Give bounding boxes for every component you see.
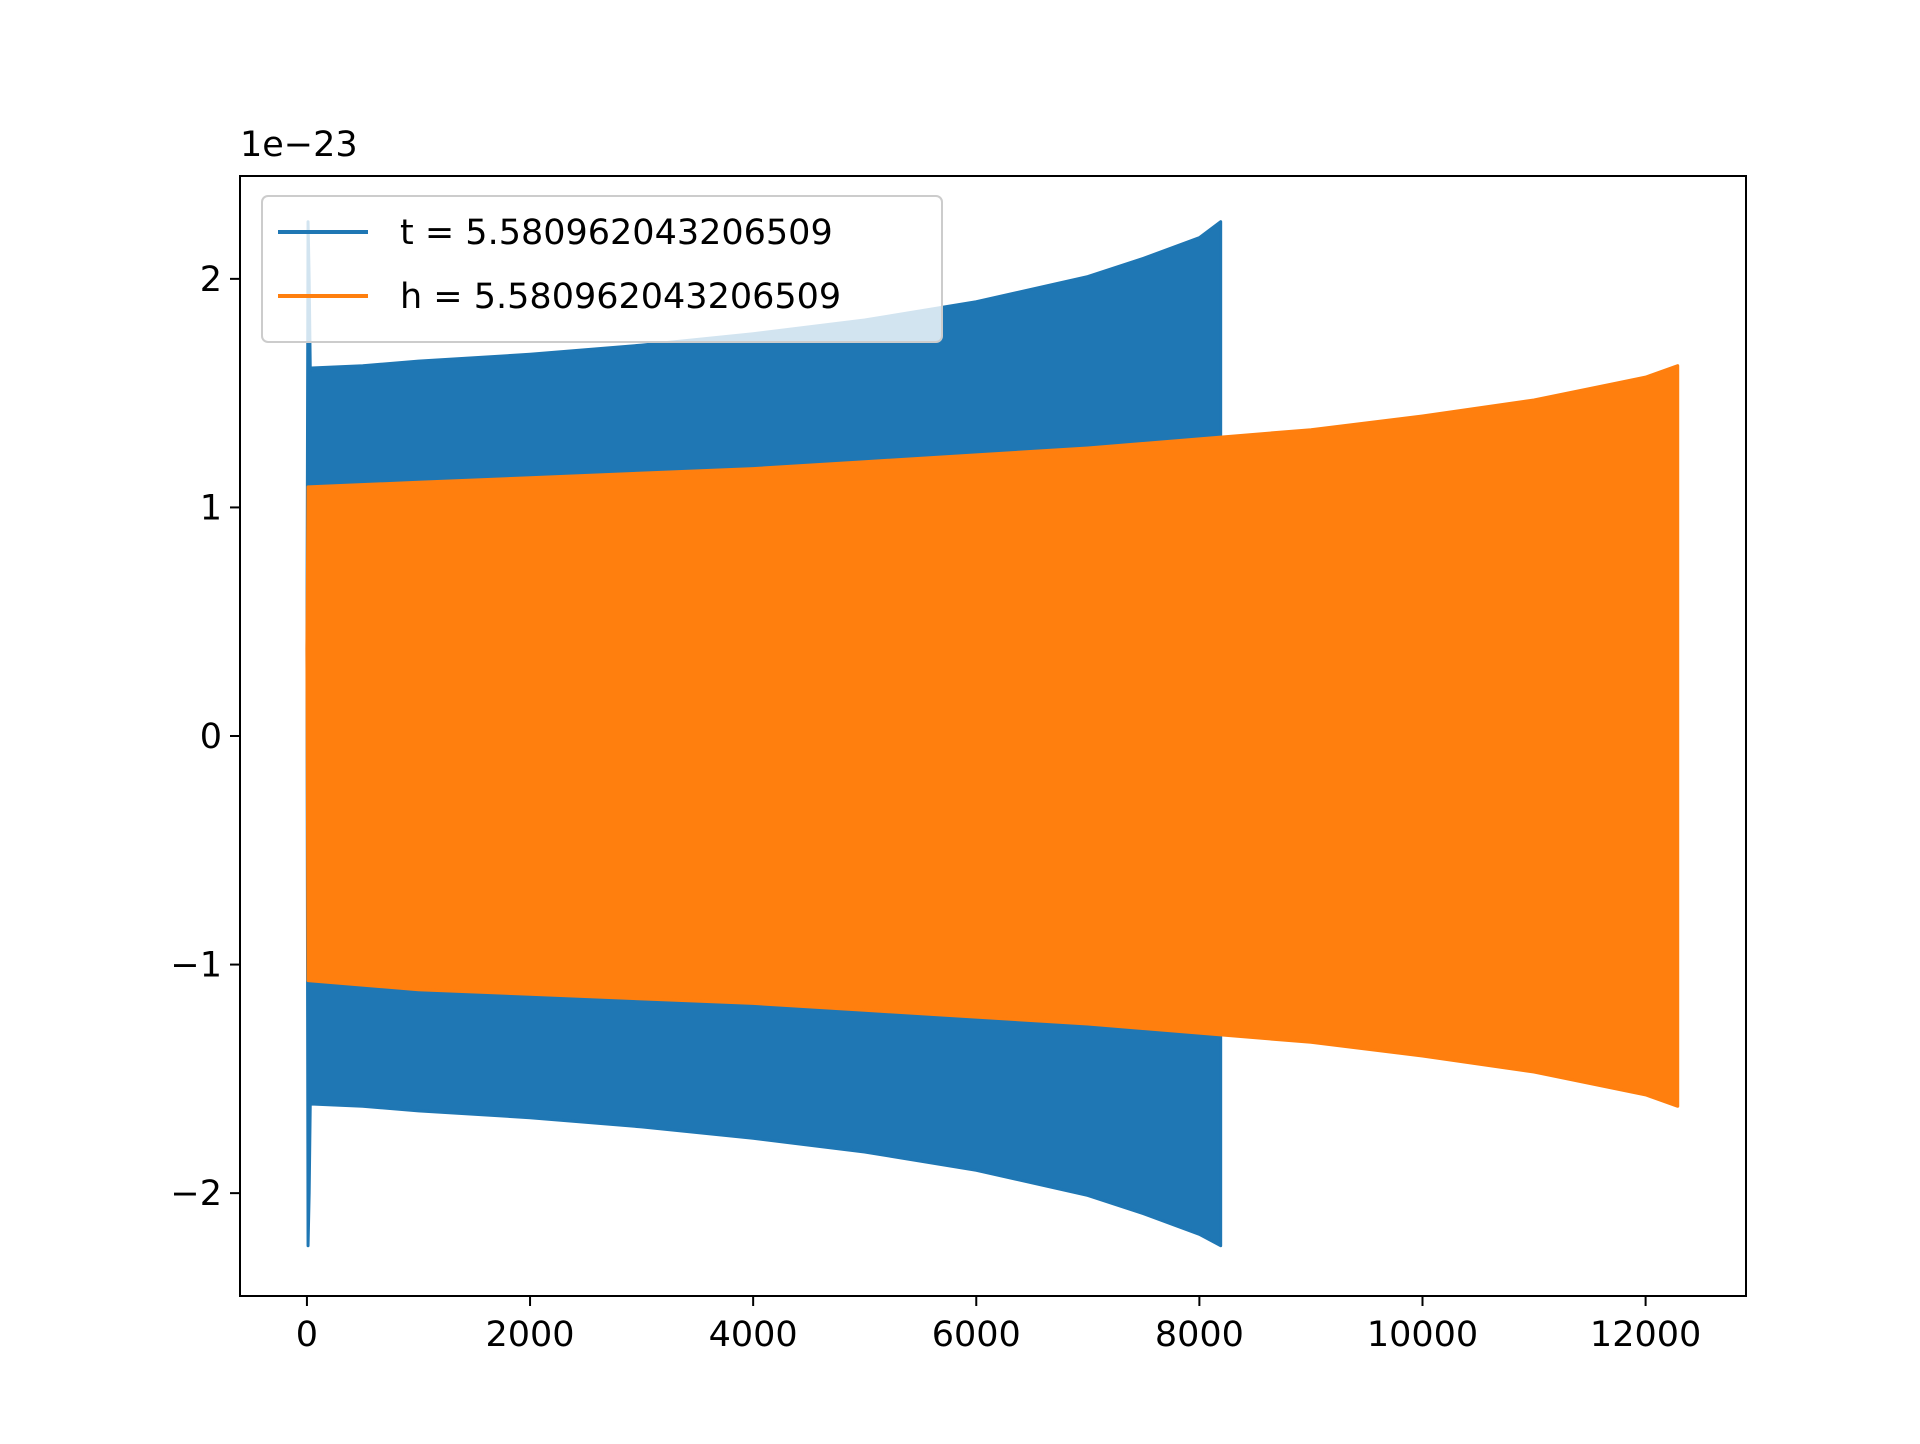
legend: t = 5.580962043206509 h = 5.5809620432065… (261, 195, 943, 343)
x-tick-label: 2000 (486, 1315, 575, 1355)
x-tick-label: 0 (296, 1315, 318, 1355)
legend-label: t = 5.580962043206509 (400, 213, 833, 253)
x-tick-label: 8000 (1155, 1315, 1244, 1355)
y-axis-offset-label: 1e−23 (240, 125, 358, 165)
y-tick-label: −1 (170, 946, 222, 986)
series-h-envelope (305, 364, 1680, 1108)
legend-box (261, 195, 943, 343)
x-axis: 0 2000 4000 6000 8000 10000 12000 (296, 1296, 1701, 1355)
legend-label: h = 5.580962043206509 (400, 277, 841, 317)
y-axis: −2 −1 0 1 2 (170, 260, 240, 1214)
x-tick-label: 4000 (709, 1315, 798, 1355)
x-tick-label: 6000 (932, 1315, 1021, 1355)
x-tick-label: 10000 (1367, 1315, 1478, 1355)
y-tick-label: 1 (200, 488, 222, 528)
series-layer (305, 220, 1680, 1248)
y-tick-label: 2 (200, 260, 222, 300)
y-tick-label: −2 (170, 1174, 222, 1214)
x-tick-label: 12000 (1590, 1315, 1701, 1355)
y-tick-label: 0 (200, 717, 222, 757)
